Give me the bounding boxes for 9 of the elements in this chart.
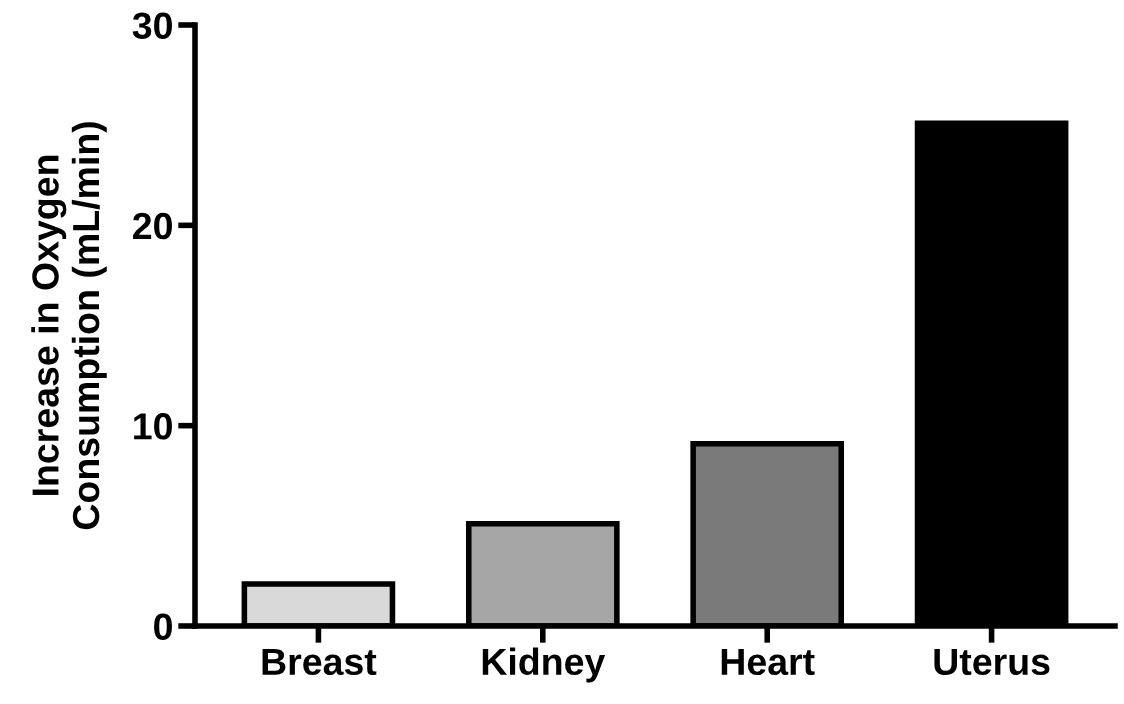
y-tick-label: 0 [154, 613, 172, 640]
x-tick-label: Heart [721, 648, 815, 676]
x-tick-label: Breast [262, 648, 377, 676]
y-tick-label: 30 [132, 12, 172, 40]
x-tick-label: Kidney [482, 647, 606, 683]
x-tick-label: Uterus [934, 648, 1050, 676]
y-axis-title: Increase in Oxygen Consumption (mL/min) [31, 122, 107, 530]
y-tick-label: 10 [134, 413, 172, 440]
y-tick-label: 20 [133, 212, 172, 240]
